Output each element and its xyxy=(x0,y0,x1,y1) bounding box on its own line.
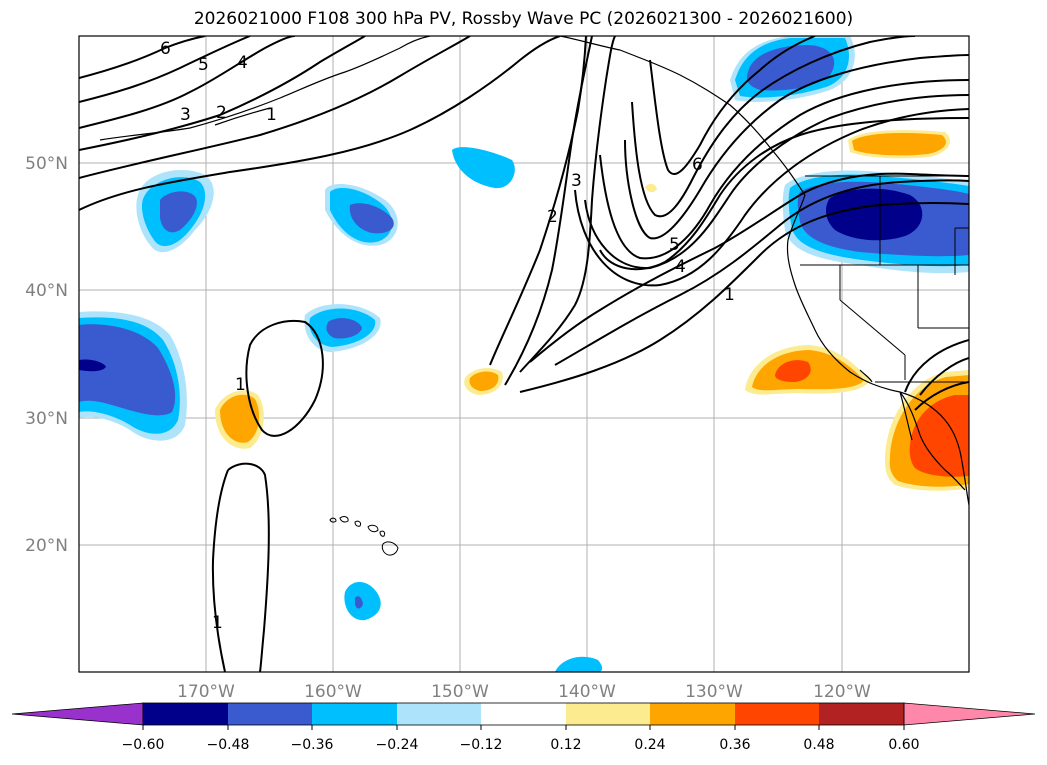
coastlines xyxy=(99,36,969,506)
hawaii-islands xyxy=(329,516,399,556)
contour-label: 4 xyxy=(237,53,248,73)
map-frame xyxy=(78,35,970,673)
contour-label: 5 xyxy=(198,55,209,75)
lon-tick-label: 140°W xyxy=(558,682,616,702)
map-area: 6 5 4 3 2 1 2 3 6 5 4 1 1 1 xyxy=(79,36,969,672)
anomaly-blob-pos xyxy=(852,133,946,156)
colorbar-segment xyxy=(143,703,228,725)
contour-labels: 6 5 4 3 2 1 2 3 6 5 4 1 1 1 xyxy=(160,39,735,633)
colorbar-segment xyxy=(481,703,566,725)
colorbar-tick-label: −0.24 xyxy=(376,737,419,753)
contour-label: 5 xyxy=(669,235,680,255)
anomaly-blob-neg xyxy=(355,596,363,609)
latitude-axis: 50°N 40°N 30°N 20°N xyxy=(25,154,68,556)
anomaly-blob-pos xyxy=(469,371,499,391)
colorbar-frame xyxy=(142,702,905,726)
pv-contours xyxy=(79,36,969,672)
lat-tick-label: 40°N xyxy=(25,281,68,301)
anomaly-blob-neg xyxy=(79,359,106,372)
lon-tick-label: 160°W xyxy=(304,682,362,702)
anomaly-blob-neg xyxy=(160,191,197,233)
lon-tick-label: 150°W xyxy=(431,682,489,702)
negative-anomaly-shading xyxy=(79,36,969,672)
colorbar-extend-right xyxy=(903,702,1036,726)
colorbar-tick-label: 0.12 xyxy=(550,737,581,753)
contour-label: 1 xyxy=(235,375,246,395)
colorbar-segment xyxy=(397,703,481,725)
colorbar-tick-label: −0.60 xyxy=(122,737,165,753)
contour-label: 1 xyxy=(724,285,735,305)
anomaly-blob-neg xyxy=(326,318,362,339)
anomaly-blob-pos xyxy=(909,395,969,477)
lat-tick-label: 50°N xyxy=(25,154,68,174)
anomaly-blob-neg xyxy=(452,147,515,189)
contour-label: 6 xyxy=(692,155,703,175)
contour-label: 3 xyxy=(571,171,582,191)
contour-label: 2 xyxy=(216,103,227,123)
colorbar-tick-label: −0.36 xyxy=(291,737,334,753)
contour-label: 3 xyxy=(180,105,191,125)
colorbar-tick-label: 0.48 xyxy=(803,737,834,753)
colorbar-segment xyxy=(312,703,397,725)
contour-label: 1 xyxy=(266,105,277,125)
colorbar-segment xyxy=(228,703,312,725)
colorbar-tick-label: 0.60 xyxy=(888,737,919,753)
colorbar-segment xyxy=(650,703,735,725)
lat-tick-label: 20°N xyxy=(25,536,68,556)
anomaly-blob-neg xyxy=(349,203,394,234)
contour-label: 4 xyxy=(675,257,686,277)
lat-tick-label: 30°N xyxy=(25,409,68,429)
anomaly-blob-neg xyxy=(344,581,381,621)
lon-tick-label: 130°W xyxy=(685,682,743,702)
colorbar-segment xyxy=(566,703,650,725)
colorbar-tick-label: −0.12 xyxy=(460,737,503,753)
lon-tick-label: 170°W xyxy=(177,682,235,702)
colorbar-tick-label: 0.24 xyxy=(634,737,665,753)
contour-label: 1 xyxy=(212,613,223,633)
lon-tick-label: 120°W xyxy=(813,682,871,702)
colorbar-extend-left xyxy=(11,702,144,726)
map-title: 2026021000 F108 300 hPa PV, Rossby Wave … xyxy=(193,9,854,29)
colorbar-segment xyxy=(819,703,904,725)
colorbar-segment xyxy=(735,703,819,725)
colorbar-tick-label: 0.36 xyxy=(719,737,750,753)
longitude-axis: 170°W 160°W 150°W 140°W 130°W 120°W xyxy=(177,682,871,702)
anomaly-blob-pos xyxy=(220,394,260,443)
anomaly-blob-neg xyxy=(746,45,835,91)
contour-label: 6 xyxy=(160,39,171,59)
anomaly-blob-neg xyxy=(79,324,176,416)
anomaly-blob-pos xyxy=(775,360,811,382)
colorbar-tick-label: −0.48 xyxy=(207,737,250,753)
contour-label: 2 xyxy=(547,207,558,227)
anomaly-blob-neg xyxy=(555,656,603,672)
anomaly-blob-neg xyxy=(825,188,923,241)
anomaly-blob-pos xyxy=(645,183,657,193)
colorbar: −0.60 −0.48 −0.36 −0.24 −0.12 0.12 0.24 … xyxy=(11,702,1036,753)
